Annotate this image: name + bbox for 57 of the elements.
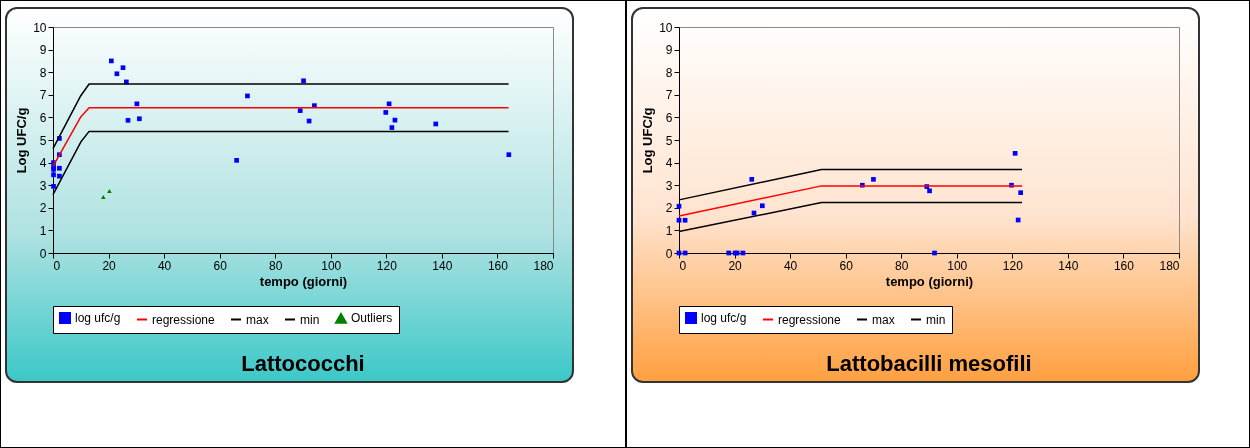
x-tick-label: 140 bbox=[1058, 258, 1079, 273]
legend-label: log ufc/g bbox=[701, 311, 747, 325]
y-tick-label: 10 bbox=[33, 20, 47, 35]
text: Lattobacilli mesofili bbox=[826, 350, 1032, 376]
y-tick-label: 4 bbox=[665, 156, 673, 171]
y-tick-label: 9 bbox=[665, 43, 673, 58]
legend-label: log ufc/g bbox=[75, 311, 121, 325]
y-tick-label: 3 bbox=[665, 178, 673, 193]
x-tick-label: 100 bbox=[321, 258, 342, 273]
legend-label: min bbox=[926, 312, 946, 327]
x-tick-label: 80 bbox=[895, 258, 909, 273]
y-tick-label: 2 bbox=[39, 201, 47, 216]
y-tick-label: 1 bbox=[39, 223, 47, 238]
legend-label: regressione bbox=[152, 312, 216, 327]
x-tick-label: 140 bbox=[432, 258, 453, 273]
y-axis-title: Log UFC/g bbox=[14, 107, 30, 174]
x-axis-title: tempo (giorni) bbox=[885, 273, 974, 289]
legend-label: max bbox=[246, 312, 269, 327]
y-tick-label: 8 bbox=[39, 65, 47, 80]
x-tick-label: 180 bbox=[533, 258, 554, 273]
x-tick-label: 60 bbox=[213, 258, 228, 273]
y-tick-label: 7 bbox=[39, 88, 47, 103]
x-tick-label: 100 bbox=[947, 258, 968, 273]
legend-label: min bbox=[300, 312, 320, 327]
legend-label: Outliers bbox=[351, 311, 393, 326]
y-tick-label: 6 bbox=[665, 110, 673, 125]
x-tick-label: 20 bbox=[728, 258, 743, 273]
text: Lattococchi bbox=[241, 350, 365, 376]
y-tick-label: 7 bbox=[665, 88, 673, 103]
y-tick-label: 8 bbox=[665, 65, 673, 80]
y-tick-label: 0 bbox=[39, 246, 47, 261]
y-tick-label: 10 bbox=[659, 20, 673, 35]
y-tick-label: 3 bbox=[39, 178, 47, 193]
x-tick-label: 160 bbox=[1113, 258, 1135, 273]
x-tick-label: 120 bbox=[376, 258, 398, 273]
y-tick-label: 4 bbox=[39, 156, 47, 171]
y-tick-label: 5 bbox=[665, 133, 673, 148]
y-tick-label: 0 bbox=[665, 246, 673, 261]
legend-label: max bbox=[872, 312, 895, 327]
x-axis-title: tempo (giorni) bbox=[259, 273, 348, 289]
x-tick-label: 0 bbox=[53, 258, 61, 273]
x-tick-label: 120 bbox=[1002, 258, 1024, 273]
x-tick-label: 0 bbox=[679, 258, 687, 273]
y-tick-label: 5 bbox=[39, 133, 47, 148]
x-tick-label: 60 bbox=[839, 258, 854, 273]
x-tick-label: 40 bbox=[783, 258, 798, 273]
x-tick-label: 180 bbox=[1159, 258, 1180, 273]
x-tick-label: 20 bbox=[102, 258, 117, 273]
y-tick-label: 9 bbox=[39, 43, 47, 58]
x-tick-label: 160 bbox=[487, 258, 509, 273]
y-tick-label: 1 bbox=[665, 223, 673, 238]
legend-label: regressione bbox=[778, 312, 842, 327]
x-tick-label: 80 bbox=[269, 258, 283, 273]
y-tick-label: 6 bbox=[39, 110, 47, 125]
y-tick-label: 2 bbox=[665, 201, 673, 216]
x-tick-label: 40 bbox=[157, 258, 172, 273]
y-axis-title: Log UFC/g bbox=[640, 107, 656, 174]
